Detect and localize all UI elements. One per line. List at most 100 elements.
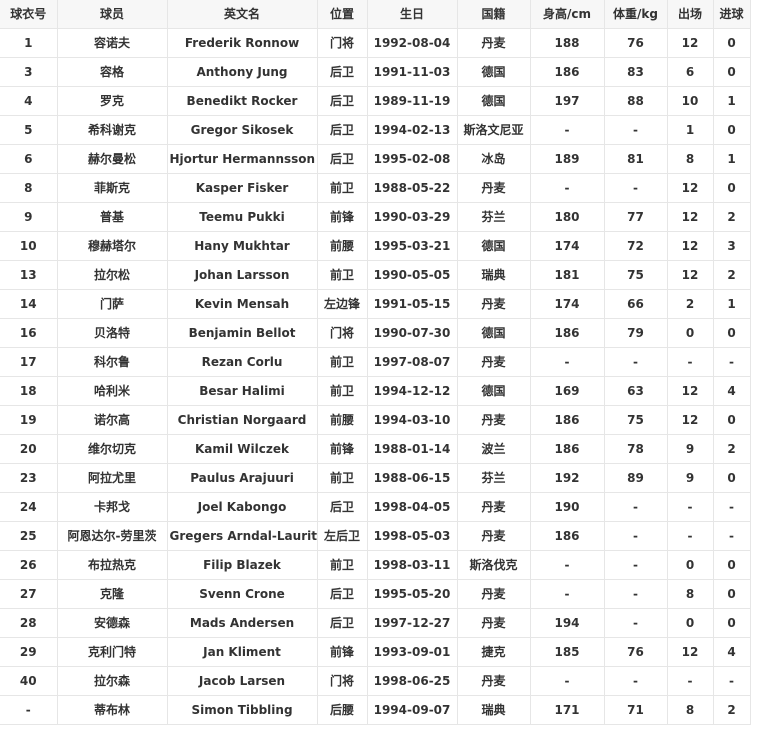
column-header: 出场	[666, 0, 714, 29]
table-cell: -	[0, 694, 58, 725]
table-cell: -	[666, 520, 714, 551]
table-cell: 12	[666, 636, 714, 667]
table-row: 8 菲斯克 Kasper Fisker 前卫 1988-05-22 丹麦 - -12 0	[0, 172, 751, 203]
table-cell: 0	[712, 317, 751, 348]
table-cell: 12	[666, 27, 714, 58]
table-cell: 171	[529, 694, 605, 725]
table-cell: 0	[712, 172, 751, 203]
table-cell: 克隆	[56, 578, 168, 609]
table-cell: 丹麦	[456, 665, 531, 696]
table-cell: 18	[0, 375, 58, 406]
table-cell: 左边锋	[316, 288, 368, 319]
table-cell: 丹麦	[456, 578, 531, 609]
table-cell: 容格	[56, 56, 168, 87]
table-cell: 12	[666, 404, 714, 435]
table-cell: 2	[712, 201, 751, 232]
table-cell: 0	[712, 578, 751, 609]
table-cell: 前卫	[316, 346, 368, 377]
table-cell: 28	[0, 607, 58, 638]
table-cell: Simon Tibbling	[166, 694, 318, 725]
table-cell: 72	[603, 230, 668, 261]
table-cell: 188	[529, 27, 605, 58]
table-cell: 布拉热克	[56, 549, 168, 580]
table-cell: 菲斯克	[56, 172, 168, 203]
table-cell: 181	[529, 259, 605, 290]
table-cell: Besar Halimi	[166, 375, 318, 406]
table-cell: 8	[0, 172, 58, 203]
table-row: 20 维尔切克 Kamil Wilczek 前锋 1988-01-14 波兰 186 78 9 2	[0, 433, 751, 464]
column-header: 国籍	[456, 0, 531, 29]
table-cell: 左后卫	[316, 520, 368, 551]
table-cell: -	[529, 549, 605, 580]
table-cell: Hany Mukhtar	[166, 230, 318, 261]
table-cell: 17	[0, 346, 58, 377]
table-cell: 1998-06-25	[366, 665, 458, 696]
table-cell: Frederik Ronnow	[166, 27, 318, 58]
table-row: 10 穆赫塔尔 Hany Mukhtar 前腰 1995-03-21 德国 174 72 12 3	[0, 230, 751, 261]
table-cell: Kamil Wilczek	[166, 433, 318, 464]
table-cell: 1	[666, 114, 714, 145]
table-cell: 9	[666, 462, 714, 493]
table-cell: 0	[712, 462, 751, 493]
table-cell: 1990-07-30	[366, 317, 458, 348]
table-cell: -	[603, 549, 668, 580]
table-cell: -	[529, 172, 605, 203]
table-cell: 丹麦	[456, 288, 531, 319]
table-cell: 12	[666, 230, 714, 261]
table-cell: 83	[603, 56, 668, 87]
table-cell: 3	[0, 56, 58, 87]
table-row: 26 布拉热克 Filip Blazek 前卫 1998-03-11 斯洛伐克 - -0 0	[0, 549, 751, 580]
table-cell: 8	[666, 143, 714, 174]
table-cell: Rezan Corlu	[166, 346, 318, 377]
table-cell: 捷克	[456, 636, 531, 667]
table-row: 23 阿拉尤里 Paulus Arajuuri 前卫 1988-06-15 芬兰 192 89…	[0, 462, 751, 493]
table-cell: Filip Blazek	[166, 549, 318, 580]
table-cell: 后卫	[316, 56, 368, 87]
table-row: 17 科尔鲁 Rezan Corlu 前卫 1997-08-07 丹麦 - - - -	[0, 346, 751, 377]
table-cell: 1994-02-13	[366, 114, 458, 145]
table-cell: 12	[666, 375, 714, 406]
table-cell: 27	[0, 578, 58, 609]
table-row: 13 拉尔松 Johan Larsson 前卫 1990-05-05 瑞典 181 75 12 2	[0, 259, 751, 290]
table-cell: 186	[529, 317, 605, 348]
table-cell: Teemu Pukki	[166, 201, 318, 232]
table-cell: -	[712, 520, 751, 551]
table-cell: 75	[603, 404, 668, 435]
table-cell: 德国	[456, 375, 531, 406]
table-cell: Benedikt Rocker	[166, 85, 318, 116]
table-cell: 0	[712, 549, 751, 580]
table-cell: 1988-01-14	[366, 433, 458, 464]
table-cell: -	[712, 491, 751, 522]
table-row: 4 罗克 Benedikt Rocker 后卫 1989-11-19 德国 197 88 10 1	[0, 85, 751, 116]
table-cell: 76	[603, 27, 668, 58]
table-cell: 8	[666, 578, 714, 609]
table-cell: 普基	[56, 201, 168, 232]
table-cell: 185	[529, 636, 605, 667]
table-cell: 2	[712, 433, 751, 464]
table-cell: 后卫	[316, 607, 368, 638]
table-cell: 冰岛	[456, 143, 531, 174]
table-cell: 丹麦	[456, 346, 531, 377]
table-cell: 1998-04-05	[366, 491, 458, 522]
table-cell: 1993-09-01	[366, 636, 458, 667]
column-header: 球员	[56, 0, 168, 29]
table-cell: Hjortur Hermannsson	[166, 143, 318, 174]
table-cell: 1	[712, 143, 751, 174]
table-cell: 1990-03-29	[366, 201, 458, 232]
table-cell: 赫尔曼松	[56, 143, 168, 174]
table-cell: Svenn Crone	[166, 578, 318, 609]
table-cell: 德国	[456, 230, 531, 261]
table-cell: 75	[603, 259, 668, 290]
table-cell: -	[666, 491, 714, 522]
table-cell: 40	[0, 665, 58, 696]
table-row: 40 拉尔森 Jacob Larsen 门将 1998-06-25 丹麦 - - - -	[0, 665, 751, 696]
table-row: 6 赫尔曼松 Hjortur Hermannsson 后卫 1995-02-08 冰岛 18…	[0, 143, 751, 174]
table-cell: 1994-03-10	[366, 404, 458, 435]
table-cell: 23	[0, 462, 58, 493]
table-cell: -	[529, 578, 605, 609]
table-cell: 后腰	[316, 694, 368, 725]
table-cell: 1995-03-21	[366, 230, 458, 261]
table-cell: 8	[666, 694, 714, 725]
table-cell: 阿恩达尔-劳里茨	[56, 520, 168, 551]
table-cell: -	[603, 491, 668, 522]
